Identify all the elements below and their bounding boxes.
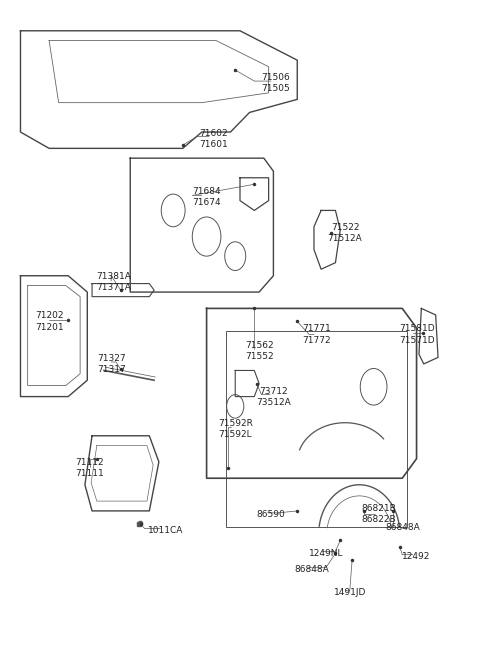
Text: 71112
71111: 71112 71111 — [75, 459, 104, 478]
Text: 71562
71552: 71562 71552 — [245, 341, 274, 361]
Text: 71522
71512A: 71522 71512A — [328, 223, 362, 243]
Text: 12492: 12492 — [402, 552, 431, 561]
Text: 1249NL: 1249NL — [309, 549, 343, 558]
Text: 71771
71772: 71771 71772 — [302, 325, 331, 344]
Text: 71327
71317: 71327 71317 — [97, 354, 126, 374]
Text: 71592R
71592L: 71592R 71592L — [218, 419, 252, 440]
Text: 1011CA: 1011CA — [148, 526, 184, 535]
Text: 71381A
71371A: 71381A 71371A — [96, 272, 131, 293]
Text: 71202
71201: 71202 71201 — [35, 312, 63, 331]
Text: 86848A: 86848A — [294, 565, 329, 574]
Text: 71684
71674: 71684 71674 — [192, 188, 221, 207]
Text: 71602
71601: 71602 71601 — [199, 129, 228, 149]
Text: 71581D
71571D: 71581D 71571D — [399, 325, 434, 344]
Text: 1491JD: 1491JD — [334, 588, 366, 597]
Text: 86848A: 86848A — [385, 523, 420, 532]
Text: 86590: 86590 — [257, 510, 286, 519]
Text: 71506
71505: 71506 71505 — [262, 73, 290, 93]
Text: 86821B
86822B: 86821B 86822B — [361, 504, 396, 524]
Text: 73712
73512A: 73712 73512A — [256, 386, 291, 407]
